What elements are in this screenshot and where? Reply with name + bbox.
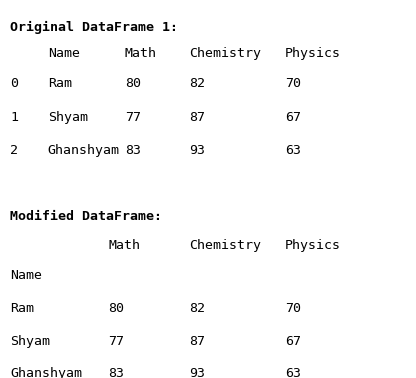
Text: 67: 67 <box>285 111 301 124</box>
Text: 83: 83 <box>108 367 124 378</box>
Text: Physics: Physics <box>285 47 341 60</box>
Text: Modified DataFrame:: Modified DataFrame: <box>10 210 162 223</box>
Text: 83: 83 <box>125 144 141 157</box>
Text: 77: 77 <box>125 111 141 124</box>
Text: 70: 70 <box>285 302 301 315</box>
Text: Shyam: Shyam <box>10 335 50 347</box>
Text: 87: 87 <box>189 111 205 124</box>
Text: 93: 93 <box>189 367 205 378</box>
Text: 87: 87 <box>189 335 205 347</box>
Text: Name: Name <box>10 269 42 282</box>
Text: 82: 82 <box>189 77 205 90</box>
Text: 0: 0 <box>10 77 18 90</box>
Text: 80: 80 <box>125 77 141 90</box>
Text: 93: 93 <box>189 144 205 157</box>
Text: Math: Math <box>125 47 157 60</box>
Text: 67: 67 <box>285 335 301 347</box>
Text: Original DataFrame 1:: Original DataFrame 1: <box>10 21 178 34</box>
Text: 80: 80 <box>108 302 124 315</box>
Text: 63: 63 <box>285 367 301 378</box>
Text: 63: 63 <box>285 144 301 157</box>
Text: Ghanshyam: Ghanshyam <box>10 367 82 378</box>
Text: Chemistry: Chemistry <box>189 47 261 60</box>
Text: 70: 70 <box>285 77 301 90</box>
Text: Ram: Ram <box>48 77 72 90</box>
Text: Shyam: Shyam <box>48 111 88 124</box>
Text: Physics: Physics <box>285 239 341 252</box>
Text: Math: Math <box>108 239 140 252</box>
Text: 1: 1 <box>10 111 18 124</box>
Text: 2: 2 <box>10 144 18 157</box>
Text: 77: 77 <box>108 335 124 347</box>
Text: 82: 82 <box>189 302 205 315</box>
Text: Ghanshyam: Ghanshyam <box>48 144 120 157</box>
Text: Chemistry: Chemistry <box>189 239 261 252</box>
Text: Ram: Ram <box>10 302 35 315</box>
Text: Name: Name <box>48 47 80 60</box>
